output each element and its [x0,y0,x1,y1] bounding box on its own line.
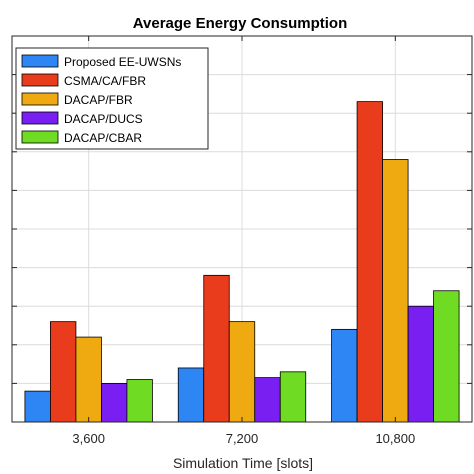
bar-dacap-ducs-3 [407,305,434,423]
bar-proposed-ee-uwsns-2 [177,367,205,423]
bar-proposed-ee-uwsns-3 [331,328,358,423]
chart-title: Average Energy Consumption [133,15,347,32]
bar-dacap-ducs-1 [101,382,128,423]
legend-swatch [21,92,59,106]
legend-entry: DACAP/FBR [64,93,133,107]
bar-proposed-ee-uwsns-1 [24,390,51,423]
bar-csma-ca-fbr-3 [356,101,383,423]
bar-dacap-fbr-2 [228,321,256,423]
ticks: 3,600 7,200 10,800 [12,35,472,446]
legend-swatch [21,130,59,144]
x-tick-label: 3,600 [72,431,105,446]
x-axis-label: Simulation Time [slots] [173,455,313,471]
legend-entry: DACAP/DUCS [64,112,143,126]
bar-dacap-fbr-1 [75,336,102,423]
bar-dacap-cbar-2 [279,371,307,423]
legend-entry: DACAP/CBAR [64,131,142,145]
bar-csma-ca-fbr-1 [50,321,77,423]
bar-csma-ca-fbr-2 [203,274,230,423]
bar-dacap-fbr-3 [382,159,409,423]
x-tick-label: 10,800 [375,431,415,446]
legend-entry: CSMA/CA/FBR [64,74,146,88]
legend: Proposed EE-UWSNs CSMA/CA/FBR DACAP/FBR DAC… [15,47,209,150]
bars [24,101,460,423]
x-tick-label: 7,200 [226,431,259,446]
legend-entry: Proposed EE-UWSNs [64,55,181,69]
bar-dacap-cbar-3 [433,290,460,423]
legend-swatch [21,54,59,68]
bar-dacap-cbar-1 [126,379,153,423]
legend-swatch [21,111,59,125]
legend-swatch [21,73,59,87]
bar-dacap-ducs-2 [254,377,281,423]
